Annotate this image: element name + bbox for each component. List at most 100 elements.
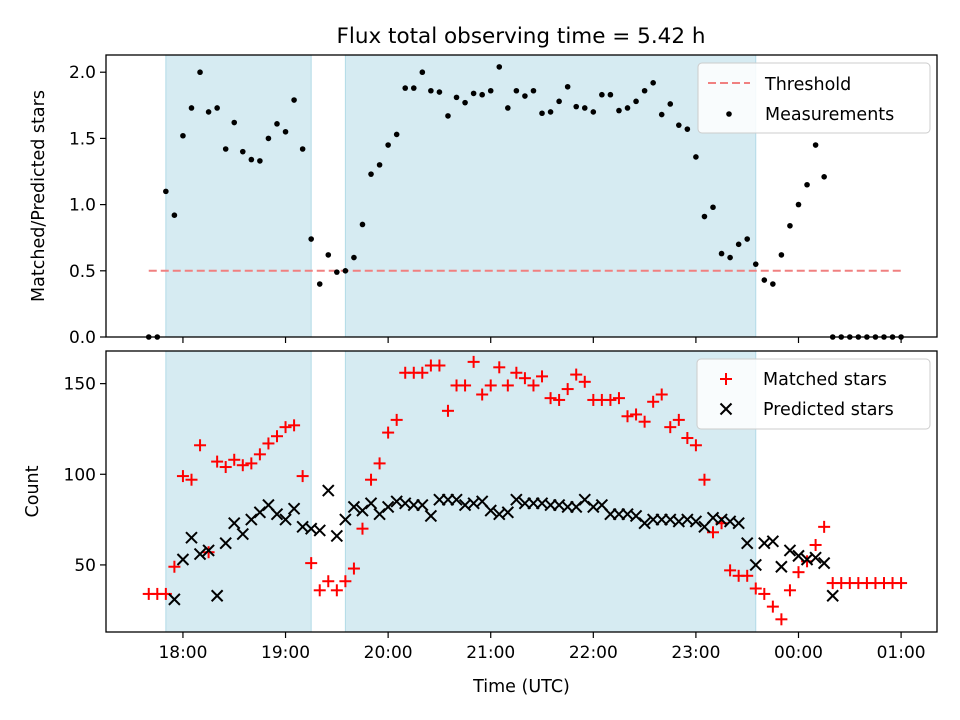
matched-point bbox=[741, 569, 754, 582]
predicted-point bbox=[424, 509, 438, 523]
marker-stroke bbox=[732, 517, 745, 530]
marker-stroke bbox=[783, 544, 797, 557]
predicted-point bbox=[322, 484, 335, 497]
measurement-point bbox=[453, 94, 460, 101]
predicted-point bbox=[689, 515, 703, 528]
matched-point bbox=[749, 582, 762, 595]
matched-point bbox=[536, 370, 549, 383]
matched-point bbox=[279, 421, 292, 434]
bottom-xtick-label: 00:00 bbox=[774, 643, 823, 663]
predicted-point bbox=[826, 589, 839, 602]
top-axes-frame bbox=[105, 54, 938, 338]
legend-predicted-swatch bbox=[719, 402, 733, 416]
measurement-point bbox=[564, 83, 571, 90]
bottom-panel: 50 100 150 18:00 19:00 20:00 21:00 22:00 23:00 0… bbox=[23, 350, 938, 697]
predicted-point bbox=[339, 513, 352, 526]
measurement-point bbox=[419, 69, 426, 76]
measurement-point bbox=[496, 64, 503, 70]
marker-stroke bbox=[587, 500, 600, 514]
matched-point bbox=[433, 359, 446, 372]
measurement-point bbox=[334, 269, 340, 275]
top-panel: 0.00.51.01.52.0 Matched/Predicted stars … bbox=[29, 54, 938, 348]
shaded-interval-1 bbox=[165, 350, 312, 633]
top-y-axis-label: Matched/Predicted stars bbox=[29, 90, 49, 302]
bottom-x-axis-label: Time (UTC) bbox=[472, 677, 570, 697]
measurement-point bbox=[257, 158, 263, 164]
matched-point bbox=[638, 415, 651, 428]
marker-stroke bbox=[792, 549, 805, 563]
marker-stroke bbox=[322, 484, 335, 497]
predicted-point bbox=[168, 593, 181, 606]
matched-point bbox=[339, 575, 352, 588]
predicted-point bbox=[783, 544, 797, 557]
matched-point bbox=[390, 413, 403, 426]
matched-point bbox=[185, 473, 198, 486]
legend-matched-label: Matched stars bbox=[763, 370, 887, 390]
marker-stroke bbox=[364, 497, 378, 510]
measurement-point bbox=[239, 148, 246, 155]
marker-stroke bbox=[228, 517, 241, 530]
measurement-point bbox=[222, 146, 229, 152]
measurement-point bbox=[770, 281, 776, 287]
matched-point bbox=[672, 413, 685, 426]
matched-point bbox=[373, 457, 386, 470]
marker-stroke bbox=[185, 531, 198, 544]
top-ytick-label: 2.0 bbox=[69, 63, 96, 83]
matched-point bbox=[698, 473, 711, 486]
predicted-point bbox=[330, 529, 344, 543]
matched-point bbox=[459, 379, 472, 392]
measurement-point bbox=[342, 268, 349, 274]
marker-stroke bbox=[279, 513, 292, 526]
predicted-point bbox=[749, 558, 762, 572]
predicted-point bbox=[185, 531, 198, 544]
measurement-point bbox=[718, 250, 725, 257]
matched-point bbox=[176, 470, 189, 483]
marker-stroke bbox=[202, 544, 215, 557]
predicted-point bbox=[347, 500, 361, 514]
measurement-point bbox=[804, 181, 810, 188]
measurement-point bbox=[727, 254, 733, 261]
measurement-point bbox=[214, 105, 220, 111]
measurement-point bbox=[616, 107, 622, 114]
measurement-point bbox=[299, 146, 306, 152]
matched-point bbox=[253, 448, 266, 461]
measurement-point bbox=[479, 91, 485, 98]
bottom-ytick-label: 50 bbox=[74, 556, 96, 576]
measurement-point bbox=[693, 154, 699, 160]
measurement-point bbox=[445, 113, 451, 119]
matched-point bbox=[288, 419, 301, 432]
marker-stroke bbox=[168, 593, 181, 606]
predicted-point bbox=[732, 517, 745, 530]
matched-point bbox=[356, 522, 369, 535]
marker-stroke bbox=[467, 497, 480, 510]
marker-stroke bbox=[236, 527, 249, 541]
matched-point bbox=[313, 584, 326, 597]
marker-stroke bbox=[800, 553, 814, 566]
matched-point bbox=[681, 432, 694, 445]
matched-point bbox=[270, 430, 283, 443]
measurement-point bbox=[368, 171, 374, 177]
marker-stroke bbox=[450, 493, 463, 506]
measurement-point bbox=[393, 131, 400, 138]
measurement-point bbox=[487, 87, 494, 94]
matched-point bbox=[689, 439, 702, 452]
matched-stars-series bbox=[142, 355, 908, 626]
measurement-point bbox=[248, 156, 255, 163]
measurement-point bbox=[547, 109, 554, 115]
legend-matched-swatch bbox=[720, 373, 732, 385]
measurement-point bbox=[180, 132, 186, 139]
matched-point bbox=[553, 393, 566, 406]
measurement-point bbox=[359, 221, 366, 228]
shaded-interval-1 bbox=[165, 54, 312, 338]
measurement-point bbox=[163, 188, 169, 195]
marker-stroke bbox=[629, 509, 643, 523]
measurement-point bbox=[812, 142, 819, 148]
predicted-point bbox=[270, 507, 284, 521]
measurement-point bbox=[676, 122, 682, 128]
marker-stroke bbox=[493, 507, 506, 521]
marker-stroke bbox=[758, 536, 771, 550]
matched-point bbox=[501, 379, 514, 392]
measurement-point bbox=[428, 87, 434, 94]
marker-stroke bbox=[510, 493, 523, 506]
matched-point bbox=[262, 437, 275, 450]
